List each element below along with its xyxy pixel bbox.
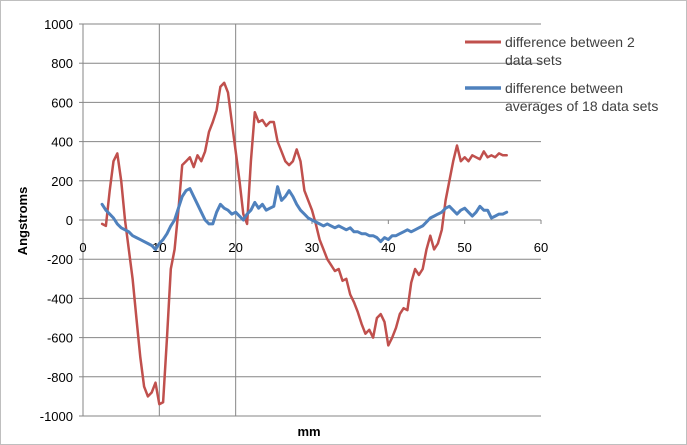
series-line-1 bbox=[100, 81, 508, 406]
series-line-2 bbox=[100, 185, 509, 251]
x-tick-label: 10 bbox=[152, 240, 166, 255]
tick-labels: -1000 -800 -600 -400 -200 0 200 400 600 800 1000 0 1… bbox=[40, 17, 548, 424]
y-tick-label: -1000 bbox=[40, 409, 73, 424]
x-tick-label: 50 bbox=[457, 240, 471, 255]
x-tick-label: 20 bbox=[228, 240, 242, 255]
legend-label-1: difference between 2 data sets bbox=[505, 34, 635, 68]
series-lines bbox=[100, 81, 509, 406]
y-tick-label: 1000 bbox=[44, 17, 73, 32]
x-tick-label: 40 bbox=[381, 240, 395, 255]
legend: difference between 2 data sets difference … bbox=[465, 34, 658, 114]
y-tick-label: 200 bbox=[51, 174, 73, 189]
x-tick-label: 60 bbox=[534, 240, 548, 255]
x-axis-title: mm bbox=[297, 424, 320, 439]
y-tick-label: 400 bbox=[51, 135, 73, 150]
y-tick-label: 800 bbox=[51, 56, 73, 71]
x-tick-label: 0 bbox=[79, 240, 86, 255]
gridlines bbox=[83, 23, 541, 417]
x-tick-label: 30 bbox=[305, 240, 319, 255]
y-tick-label: -200 bbox=[47, 252, 73, 267]
y-tick-label: -800 bbox=[47, 370, 73, 385]
y-tick-label: -600 bbox=[47, 331, 73, 346]
y-tick-label: 0 bbox=[66, 213, 73, 228]
legend-label-2: difference between averages of 18 data se… bbox=[505, 80, 658, 114]
y-tick-label: -400 bbox=[47, 291, 73, 306]
y-tick-label: 600 bbox=[51, 95, 73, 110]
y-axis-title: Angstroms bbox=[15, 187, 30, 256]
